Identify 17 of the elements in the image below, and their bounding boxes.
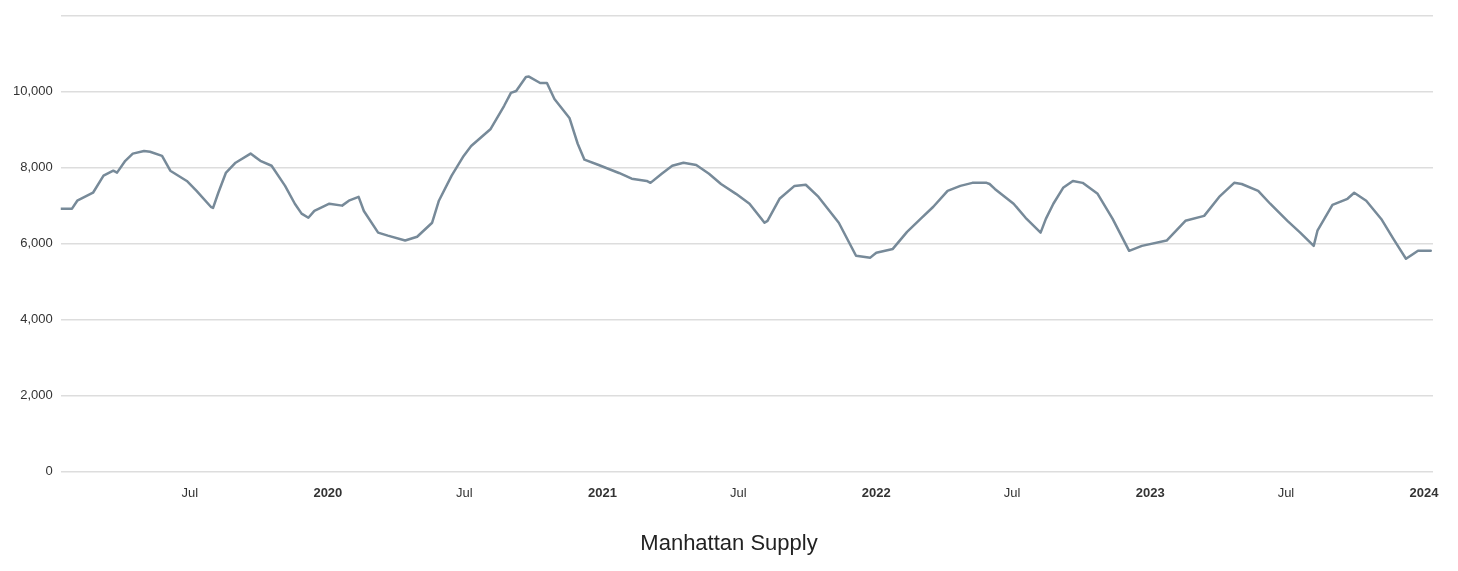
x-tick-label: Jul xyxy=(456,484,473,500)
y-tick-label: 10,000 xyxy=(13,83,53,99)
y-tick-label: 8,000 xyxy=(20,159,53,175)
x-tick-label: Jul xyxy=(181,484,199,500)
x-tick-label: 2023 xyxy=(1135,484,1165,500)
y-tick-label: 0 xyxy=(45,462,53,478)
x-tick-label: 2020 xyxy=(313,484,343,500)
y-tick-label: 2,000 xyxy=(20,387,53,403)
x-tick-label: Jul xyxy=(1003,484,1021,500)
y-tick-label: 4,000 xyxy=(20,311,53,327)
x-tick-label: 2021 xyxy=(587,484,617,500)
x-tick-label: Jul xyxy=(1277,484,1295,500)
text: Manhattan Supply xyxy=(639,530,819,556)
x-tick-label: Jul xyxy=(729,484,747,500)
x-tick-label: 2022 xyxy=(861,484,891,500)
y-tick-label: 6,000 xyxy=(20,235,53,251)
x-tick-label: 2024 xyxy=(1409,484,1440,500)
